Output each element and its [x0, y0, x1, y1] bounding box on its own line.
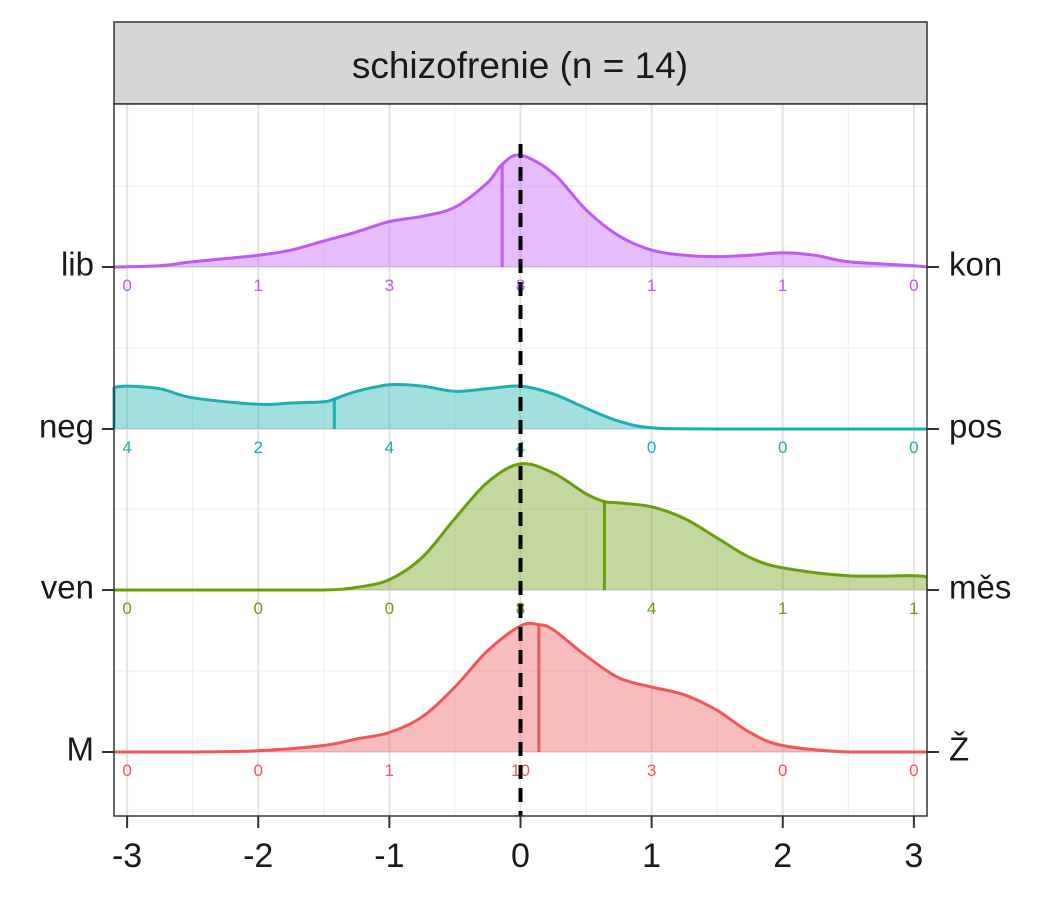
count-label: 4 — [647, 599, 656, 618]
count-label: 0 — [122, 276, 131, 295]
ridge-M: 00110300 — [114, 621, 927, 780]
x-tick-label: 1 — [642, 837, 661, 875]
facet-title: schizofrenie (n = 14) — [352, 45, 688, 86]
density-area — [114, 154, 927, 267]
count-label: 0 — [122, 761, 131, 780]
x-tick-label: -3 — [112, 837, 142, 875]
y-label-left: ven — [41, 569, 94, 606]
count-label: 0 — [254, 761, 263, 780]
count-label: 0 — [647, 438, 656, 457]
count-label: 0 — [778, 761, 787, 780]
count-label: 1 — [778, 276, 787, 295]
x-tick-label: -2 — [243, 837, 273, 875]
density-area — [114, 623, 927, 752]
x-tick-label: 0 — [511, 837, 530, 875]
count-label: 4 — [385, 438, 394, 457]
facet-strip — [113, 21, 928, 105]
x-tick-label: 3 — [904, 837, 923, 875]
y-label-right: Ž — [949, 731, 969, 768]
y-label-right: kon — [949, 246, 1002, 283]
count-label: 1 — [385, 761, 394, 780]
count-label: 1 — [778, 599, 787, 618]
count-label: 0 — [909, 761, 918, 780]
x-tick-label: 2 — [773, 837, 792, 875]
x-tick-label: -1 — [374, 837, 404, 875]
count-label: 0 — [385, 599, 394, 618]
density-line — [114, 621, 927, 754]
count-label: 3 — [647, 761, 656, 780]
count-label: 1 — [254, 276, 263, 295]
y-label-right: měs — [949, 569, 1011, 606]
count-label: 0 — [254, 599, 263, 618]
count-label: 2 — [254, 438, 263, 457]
count-label: 3 — [385, 276, 394, 295]
y-label-left: lib — [61, 246, 94, 283]
count-label: 0 — [909, 438, 918, 457]
density-line — [113, 382, 927, 431]
density-line — [114, 462, 928, 592]
count-label: 4 — [122, 438, 131, 457]
y-label-left: neg — [39, 408, 94, 445]
count-label: 0 — [778, 438, 787, 457]
y-label-left: M — [67, 731, 95, 768]
y-label-right: pos — [949, 408, 1002, 445]
plot-area: 01381104244000000841100110300 — [112, 104, 928, 816]
count-label: 1 — [647, 276, 656, 295]
count-label: 0 — [122, 599, 131, 618]
count-label: 0 — [909, 276, 918, 295]
count-label: 1 — [909, 599, 918, 618]
density-area — [114, 463, 927, 590]
